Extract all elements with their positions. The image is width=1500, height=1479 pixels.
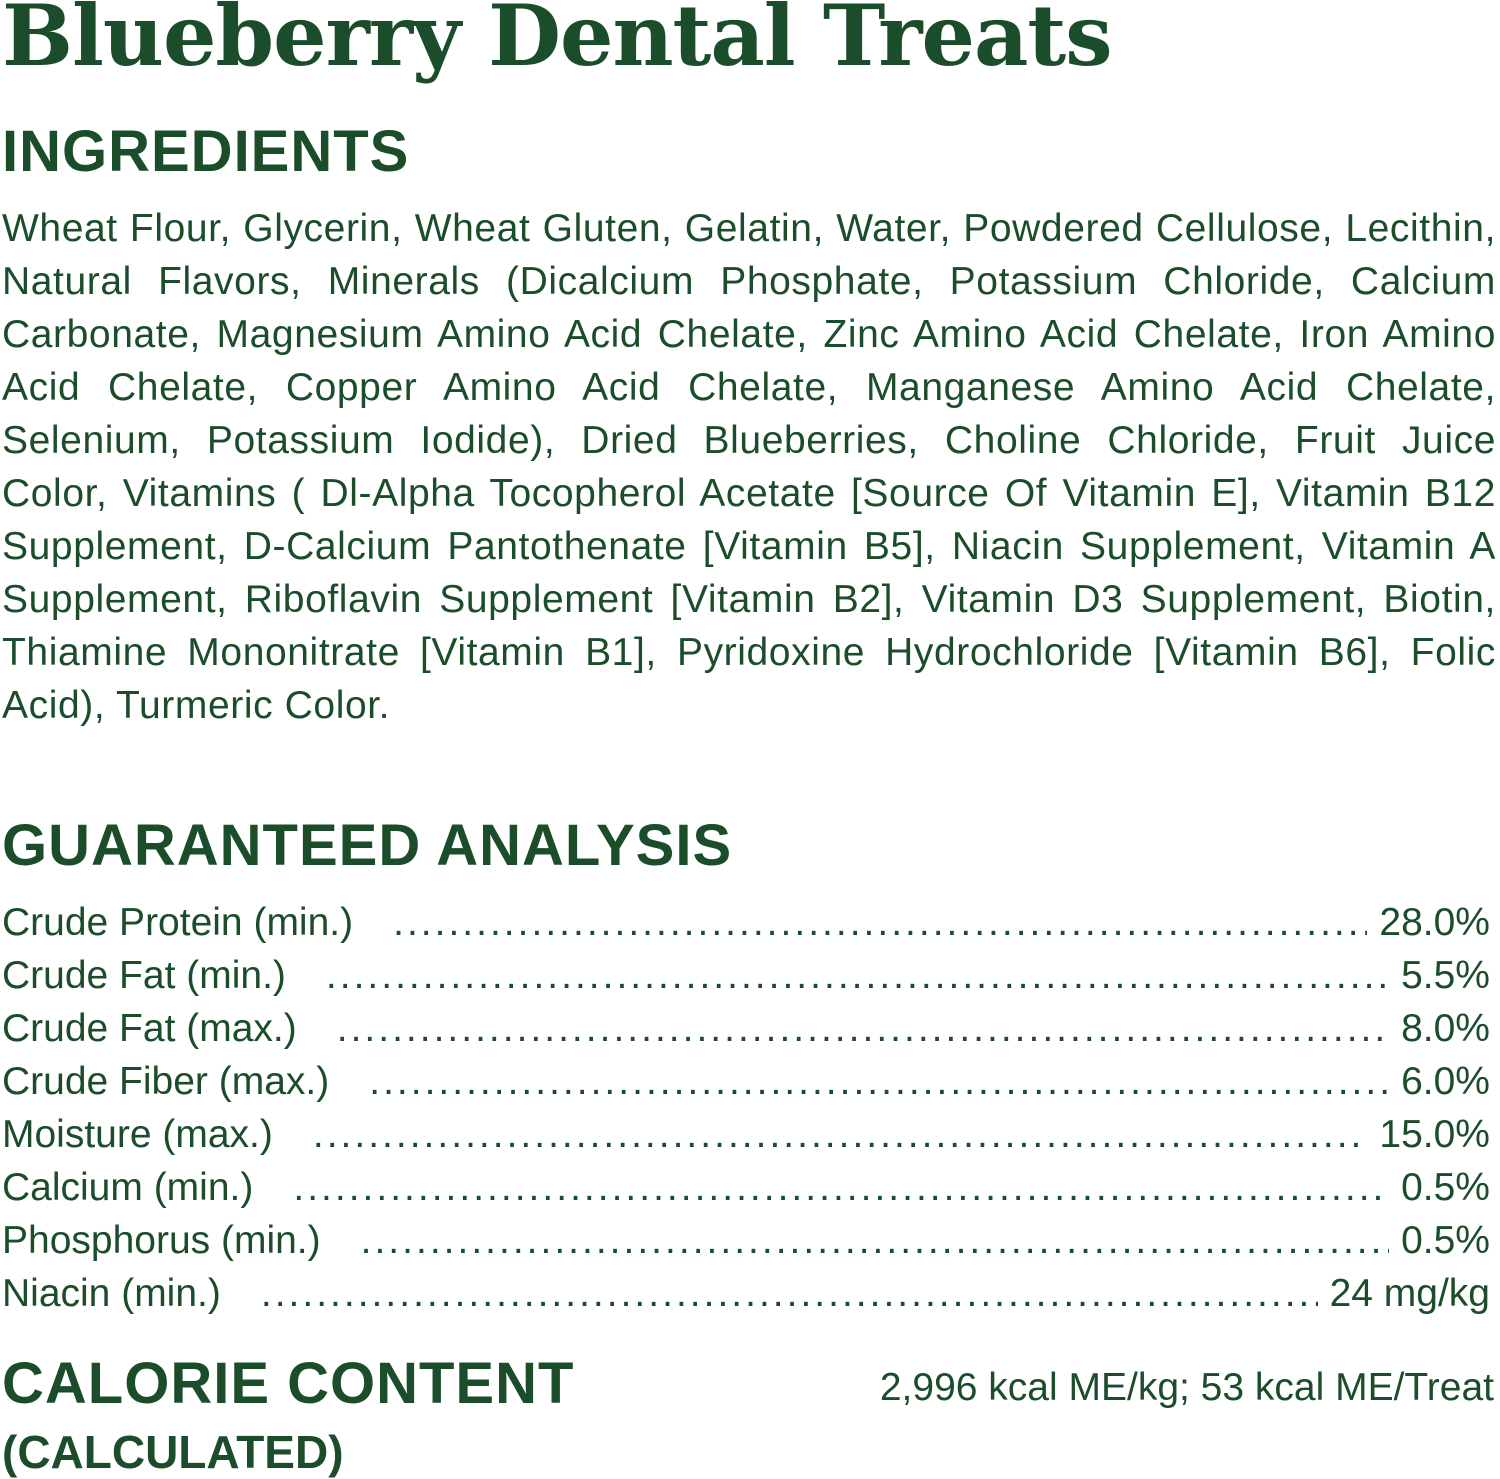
analysis-row: Crude Protein (min.) 28.0%	[2, 896, 1490, 949]
analysis-label: Niacin (min.)	[2, 1272, 221, 1315]
analysis-row: Moisture (max.) 15.0%	[2, 1108, 1490, 1161]
dot-leader	[293, 1161, 1389, 1214]
analysis-heading: GUARANTEED ANALYSIS	[2, 813, 733, 878]
analysis-row: Calcium (min.) 0.5%	[2, 1161, 1490, 1214]
dot-leader	[337, 1002, 1389, 1055]
dot-leader	[326, 949, 1389, 1002]
calorie-subheading: (CALCULATED)	[2, 1426, 344, 1478]
dot-leader	[369, 1055, 1389, 1108]
analysis-value: 15.0%	[1379, 1113, 1490, 1156]
analysis-label: Crude Fat (max.)	[2, 1007, 297, 1050]
analysis-value: 0.5%	[1401, 1166, 1490, 1209]
analysis-value: 28.0%	[1379, 901, 1490, 944]
analysis-row: Crude Fat (max.) 8.0%	[2, 1002, 1490, 1055]
analysis-value: 5.5%	[1401, 954, 1490, 997]
analysis-value: 6.0%	[1401, 1060, 1490, 1103]
analysis-row: Phosphorus (min.) 0.5%	[2, 1214, 1490, 1267]
analysis-row: Crude Fiber (max.) 6.0%	[2, 1055, 1490, 1108]
analysis-label: Crude Fiber (max.)	[2, 1060, 330, 1103]
dot-leader	[393, 896, 1367, 949]
analysis-row: Crude Fat (min.) 5.5%	[2, 949, 1490, 1002]
ingredients-text: Wheat Flour, Glycerin, Wheat Gluten, Gel…	[2, 207, 1496, 727]
calorie-heading: CALORIE CONTENT	[2, 1351, 575, 1416]
product-title: Blueberry Dental Treats	[2, 0, 1113, 85]
dot-leader	[361, 1214, 1389, 1267]
analysis-value: 8.0%	[1401, 1007, 1490, 1050]
analysis-label: Phosphorus (min.)	[2, 1219, 321, 1262]
ingredients-heading: INGREDIENTS	[2, 119, 410, 184]
analysis-label: Moisture (max.)	[2, 1113, 273, 1156]
analysis-row: Niacin (min.) 24 mg/kg	[2, 1267, 1490, 1320]
analysis-value: 0.5%	[1401, 1219, 1490, 1262]
dot-leader	[261, 1267, 1318, 1320]
analysis-label: Crude Fat (min.)	[2, 954, 286, 997]
analysis-label: Crude Protein (min.)	[2, 901, 354, 944]
analysis-label: Calcium (min.)	[2, 1166, 254, 1209]
analysis-value: 24 mg/kg	[1329, 1272, 1490, 1315]
analysis-table: Crude Protein (min.) 28.0% Crude Fat (min.…	[2, 896, 1490, 1320]
dot-leader	[313, 1108, 1368, 1161]
calorie-value: 2,996 kcal ME/kg; 53 kcal ME/Treat	[879, 1366, 1494, 1409]
